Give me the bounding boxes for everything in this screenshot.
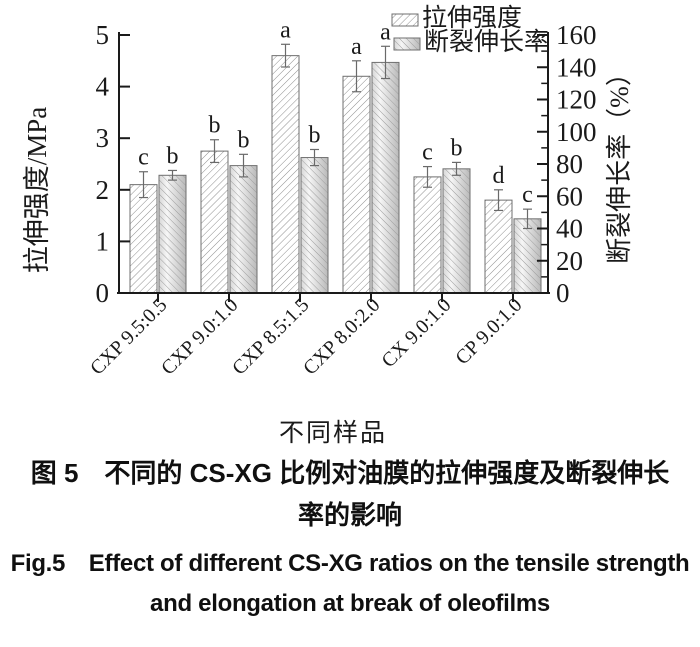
sig-letter-tensile-2: a	[280, 17, 291, 43]
error-bar-elongation-0	[168, 169, 177, 181]
sig-letter-elongation-1: b	[238, 127, 250, 153]
bar-tensile-5	[484, 199, 513, 294]
bar-elongation-4	[442, 168, 471, 294]
caption-en-line1: Fig.5 Effect of different CS-XG ratios o…	[10, 550, 690, 577]
right-tick-label-20: 20	[556, 246, 583, 276]
right-tick-label-120: 120	[556, 85, 597, 115]
error-bar-tensile-5	[494, 189, 503, 212]
bar-elongation-3	[371, 61, 400, 294]
legend-label-1: 断裂伸长率	[424, 28, 549, 56]
left-tick-label-4: 4	[96, 72, 110, 102]
legend-swatch-1	[393, 37, 421, 51]
sig-letter-tensile-3: a	[351, 34, 362, 60]
caption-en-line2: and elongation at break of oleofilms	[150, 590, 550, 617]
right-tick-label-140: 140	[556, 52, 597, 82]
right-tick-label-0: 0	[556, 278, 570, 308]
bar-elongation-1	[229, 165, 258, 294]
right-tick-label-60: 60	[556, 181, 583, 211]
caption-zh-line2: 率的影响	[297, 500, 402, 530]
axes	[117, 32, 550, 302]
error-bar-elongation-3	[381, 45, 390, 80]
sig-letter-tensile-0: c	[138, 145, 149, 171]
error-bar-tensile-3	[352, 60, 361, 93]
sig-letter-tensile-5: d	[493, 163, 505, 189]
x-tick-label-4: CX 9.0:1.0	[378, 294, 456, 372]
error-bar-tensile-4	[423, 165, 432, 188]
sig-letter-elongation-5: c	[522, 182, 533, 208]
left-tick-label-1: 1	[96, 226, 110, 256]
sig-letter-tensile-1: b	[209, 113, 221, 139]
x-tick-label-5: CP 9.0:1.0	[451, 294, 526, 369]
left-tick-label-3: 3	[96, 123, 110, 153]
x-tick-label-3: CXP 8.0:2.0	[299, 294, 384, 379]
error-bar-tensile-2	[281, 43, 290, 68]
left-tick-label-0: 0	[96, 278, 110, 308]
sig-letter-tensile-4: c	[422, 140, 433, 166]
right-axis-title: 断裂伸长率（%）	[605, 60, 634, 264]
left-tick-label-5: 5	[96, 20, 110, 50]
error-bar-elongation-1	[239, 153, 248, 178]
bar-elongation-0	[158, 174, 187, 294]
bar-tensile-1	[200, 150, 229, 294]
sig-letter-elongation-0: b	[167, 143, 179, 169]
legend-label-0: 拉伸强度	[422, 4, 522, 32]
x-axis-title: 不同样品	[279, 419, 387, 447]
caption-zh-line1: 图 5 不同的 CS-XG 比例对油膜的拉伸强度及断裂伸长	[30, 458, 670, 488]
left-axis-title: 拉伸强度/MPa	[22, 107, 52, 274]
error-bar-elongation-2	[310, 148, 319, 167]
right-tick-label-160: 160	[556, 20, 597, 50]
sig-letter-elongation-3: a	[380, 19, 391, 45]
error-bar-elongation-4	[452, 161, 461, 176]
error-bar-tensile-1	[210, 139, 219, 164]
sig-letter-elongation-2: b	[309, 122, 321, 148]
legend-swatch-0	[391, 13, 419, 27]
error-bar-tensile-0	[139, 171, 148, 199]
error-bar-elongation-5	[523, 208, 532, 230]
left-tick-label-2: 2	[96, 175, 110, 205]
sig-letter-elongation-4: b	[451, 135, 463, 161]
bar-tensile-0	[129, 184, 158, 294]
right-tick-label-40: 40	[556, 214, 583, 244]
bar-elongation-5	[513, 218, 542, 294]
bar-elongation-2	[300, 157, 329, 294]
bar-tensile-2	[271, 55, 300, 294]
right-tick-label-100: 100	[556, 117, 597, 147]
right-tick-label-80: 80	[556, 149, 583, 179]
bar-tensile-3	[342, 75, 371, 294]
bar-tensile-4	[413, 176, 442, 294]
